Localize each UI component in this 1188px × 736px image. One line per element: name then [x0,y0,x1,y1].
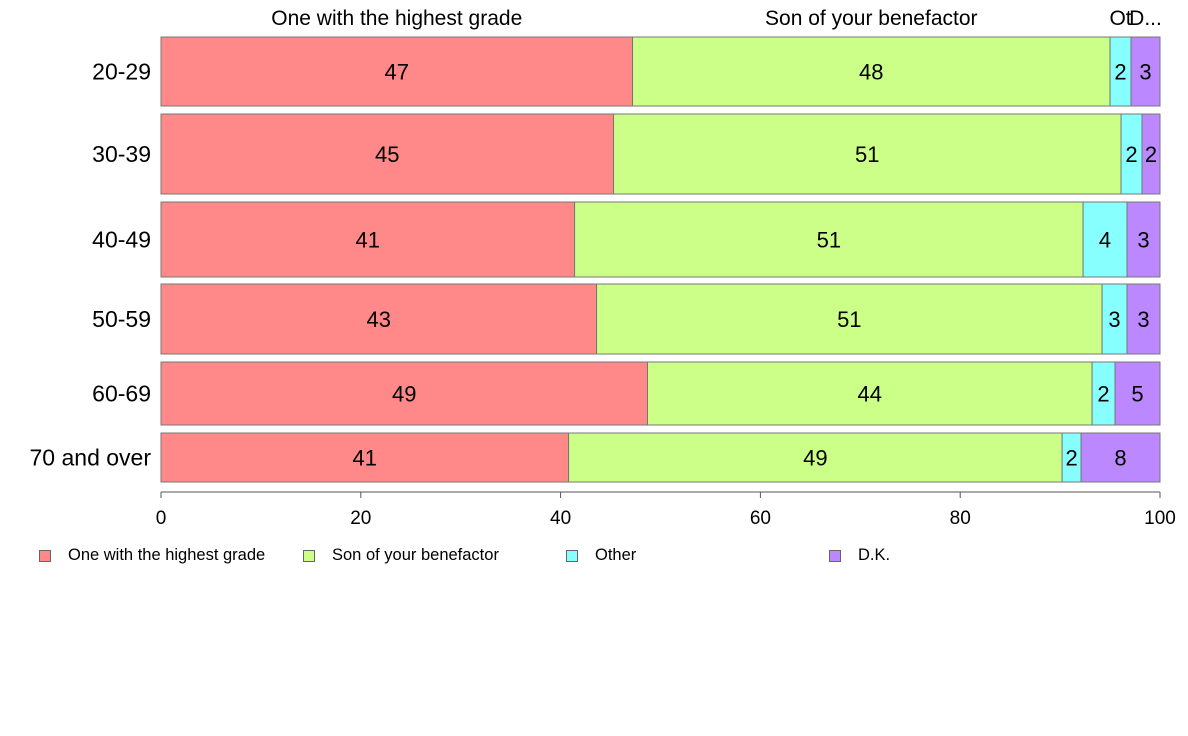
bars: 47 48 2 345 51 2 241 51 4 343 51 3 349 44 2 541 49 2 8 [160,36,1161,483]
row-label: 50-59 [92,306,151,332]
bar-segment-d-k [1080,432,1161,483]
x-tick-label: 0 [156,508,167,529]
x-tick-label: 60 [750,508,771,529]
row-labels: 20-29 30-39 40-49 50-59 60-69 70 and over [30,59,152,471]
data-label: 41 [356,228,380,253]
x-tick-label: 40 [550,508,571,529]
data-label: 48 [859,60,883,85]
legend-item-d-k: D.K. [829,546,890,565]
legend-swatch [303,549,315,562]
data-label: 2 [1114,60,1126,85]
data-label: 3 [1137,228,1149,253]
bar-segment-d-k [1141,113,1161,195]
bar-segment-one-with-the-highest-grade [160,432,570,483]
bar-segment-one-with-the-highest-grade [160,361,649,426]
data-label: 4 [1099,228,1111,253]
data-label: 41 [353,446,377,471]
data-label: 2 [1097,382,1109,407]
legend-swatch [566,549,578,562]
bar-segment-son-of-your-benefactor [596,283,1103,355]
bar-segment-d-k [1114,361,1161,426]
row-label: 40-49 [92,227,151,253]
data-label: 8 [1114,446,1126,471]
legend: One with the highest grade Son of your be… [0,546,1188,570]
x-axis: 0 20 40 60 80 100 [156,491,1176,529]
legend-item-other: Other [566,546,636,565]
bar-segment-other [1101,283,1128,355]
data-label: 2 [1065,446,1077,471]
bar-segment-d-k [1126,201,1161,278]
legend-label: Other [595,546,637,564]
data-label: 3 [1137,307,1149,332]
bar-segment-one-with-the-highest-grade [160,113,615,195]
data-label: 43 [367,307,391,332]
top-label: One with the highest grade [271,7,522,30]
row-label: 70 and over [30,445,152,471]
data-label: 3 [1108,307,1120,332]
row-label: 30-39 [92,141,151,167]
legend-label: D.K. [858,546,891,564]
data-label: 51 [837,307,861,332]
bar-segment-one-with-the-highest-grade [160,283,598,355]
bar-segment-son-of-your-benefactor [613,113,1122,195]
data-label: 49 [803,446,827,471]
data-label: 51 [817,228,841,253]
bar-segment-son-of-your-benefactor [568,432,1063,483]
legend-label: One with the highest grade [68,546,266,564]
legend-item-one-with-the-highest-grade: One with the highest grade [39,546,265,565]
bar-segment-son-of-your-benefactor [632,36,1111,107]
legend-label: Son of your benefactor [332,546,499,564]
legend-item-son-of-your-benefactor: Son of your benefactor [303,546,499,565]
top-label: Son of your benefactor [765,7,977,30]
top-labels: One with the highest grade Son of your be… [271,7,1162,30]
data-label: 2 [1145,142,1157,167]
bar-segment-son-of-your-benefactor [574,201,1084,278]
x-tick-label: 100 [1144,508,1176,529]
data-label: 44 [858,382,882,407]
x-tick-label: 20 [350,508,371,529]
legend-swatch [829,549,841,562]
row-label: 20-29 [92,59,151,85]
row-label: 60-69 [92,381,151,407]
top-label: D... [1129,7,1162,30]
bar-segment-d-k [1130,36,1161,107]
data-label: 3 [1139,60,1151,85]
bar-segment-d-k [1126,283,1161,355]
top-label: Ot [1109,7,1131,30]
bar-segment-one-with-the-highest-grade [160,201,576,278]
x-tick-label: 80 [950,508,971,529]
bar-segment-son-of-your-benefactor [647,361,1093,426]
legend-swatch [39,549,51,562]
data-label: 49 [392,382,416,407]
data-label: 5 [1131,382,1143,407]
data-label: 47 [385,60,409,85]
bar-segment-other [1082,201,1128,278]
data-label: 45 [375,142,399,167]
data-label: 51 [855,142,879,167]
data-label: 2 [1125,142,1137,167]
